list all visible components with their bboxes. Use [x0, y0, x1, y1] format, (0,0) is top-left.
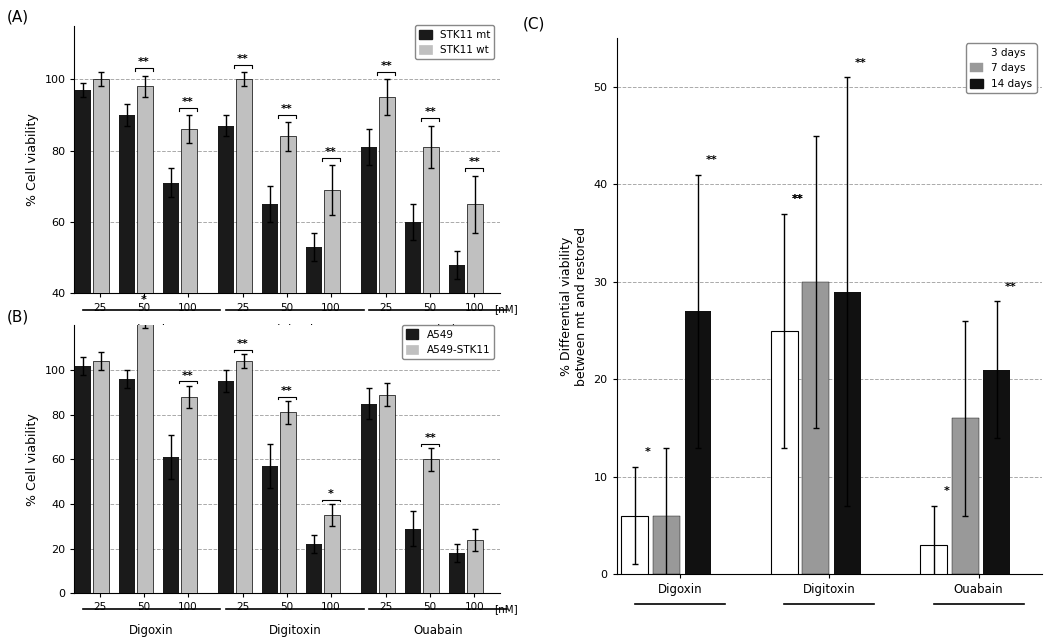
Text: **: **	[138, 57, 150, 68]
Text: [nM]: [nM]	[494, 604, 518, 614]
Y-axis label: % Cell viability: % Cell viability	[26, 413, 39, 506]
Text: **: **	[381, 61, 392, 71]
Bar	[921, 545, 947, 574]
Text: **: **	[424, 433, 436, 443]
Bar	[324, 190, 340, 436]
Bar	[423, 147, 439, 436]
Legend: 3 days, 7 days, 14 days: 3 days, 7 days, 14 days	[966, 43, 1036, 93]
Bar	[803, 282, 829, 574]
Text: Digoxin: Digoxin	[130, 624, 174, 637]
Bar	[181, 129, 197, 436]
Legend: STK11 mt, STK11 wt: STK11 mt, STK11 wt	[415, 26, 494, 59]
Bar	[94, 79, 108, 436]
Bar	[94, 361, 108, 593]
Text: Ouabain: Ouabain	[414, 324, 463, 338]
Text: (C): (C)	[523, 17, 545, 32]
Text: **: **	[281, 104, 293, 114]
Text: **: **	[855, 57, 866, 68]
Bar	[181, 397, 197, 593]
Bar	[236, 79, 252, 436]
Text: (B): (B)	[6, 309, 29, 324]
Text: *: *	[944, 486, 950, 496]
Bar	[379, 394, 395, 593]
Bar	[361, 147, 377, 436]
Text: [nM]: [nM]	[494, 304, 518, 315]
Text: Digoxin: Digoxin	[130, 324, 174, 338]
Bar	[379, 97, 395, 436]
Bar	[75, 90, 90, 436]
Bar	[951, 419, 979, 574]
Text: **: **	[325, 147, 337, 157]
Text: *: *	[140, 295, 147, 304]
Bar	[653, 516, 679, 574]
Bar	[163, 457, 179, 593]
Bar	[137, 319, 153, 593]
Bar	[622, 516, 648, 574]
Bar	[361, 404, 377, 593]
Bar	[324, 516, 340, 593]
Text: **: **	[792, 194, 804, 204]
Bar	[834, 292, 861, 574]
Text: Digitoxin: Digitoxin	[269, 324, 321, 338]
Text: *: *	[645, 447, 651, 457]
Text: **: **	[424, 107, 436, 117]
Bar	[685, 311, 711, 574]
Bar	[306, 247, 322, 436]
Text: **: **	[237, 339, 249, 349]
Bar	[468, 204, 484, 436]
Bar	[163, 182, 179, 436]
Bar	[137, 86, 153, 436]
Text: **: **	[237, 54, 249, 64]
Text: **: **	[1005, 281, 1016, 292]
Bar	[771, 330, 797, 574]
Bar	[263, 466, 279, 593]
Y-axis label: % Differential viability
between mt and restored: % Differential viability between mt and …	[560, 226, 588, 386]
Y-axis label: % Cell viability: % Cell viability	[26, 113, 39, 206]
Legend: A549, A549-STK11: A549, A549-STK11	[402, 325, 494, 359]
Bar	[119, 115, 135, 436]
Bar	[75, 366, 90, 593]
Bar	[405, 528, 421, 593]
Text: **: **	[281, 386, 293, 396]
Text: **: **	[182, 96, 193, 107]
Bar	[450, 265, 466, 436]
Text: *: *	[328, 489, 334, 499]
Text: (A): (A)	[6, 10, 29, 24]
Bar	[281, 413, 296, 593]
Text: **: **	[469, 158, 480, 167]
Text: **: **	[182, 371, 193, 380]
Bar	[450, 553, 466, 593]
Bar	[468, 540, 484, 593]
Text: **: **	[706, 155, 718, 165]
Bar	[236, 361, 252, 593]
Text: **: **	[792, 194, 804, 204]
Bar	[281, 137, 296, 436]
Text: Ouabain: Ouabain	[414, 624, 463, 637]
Bar	[405, 222, 421, 436]
Bar	[306, 544, 322, 593]
Text: Digitoxin: Digitoxin	[269, 624, 321, 637]
Bar	[119, 379, 135, 593]
Bar	[423, 459, 439, 593]
Bar	[983, 369, 1010, 574]
Bar	[263, 204, 279, 436]
Bar	[218, 126, 234, 436]
Bar	[218, 382, 234, 593]
